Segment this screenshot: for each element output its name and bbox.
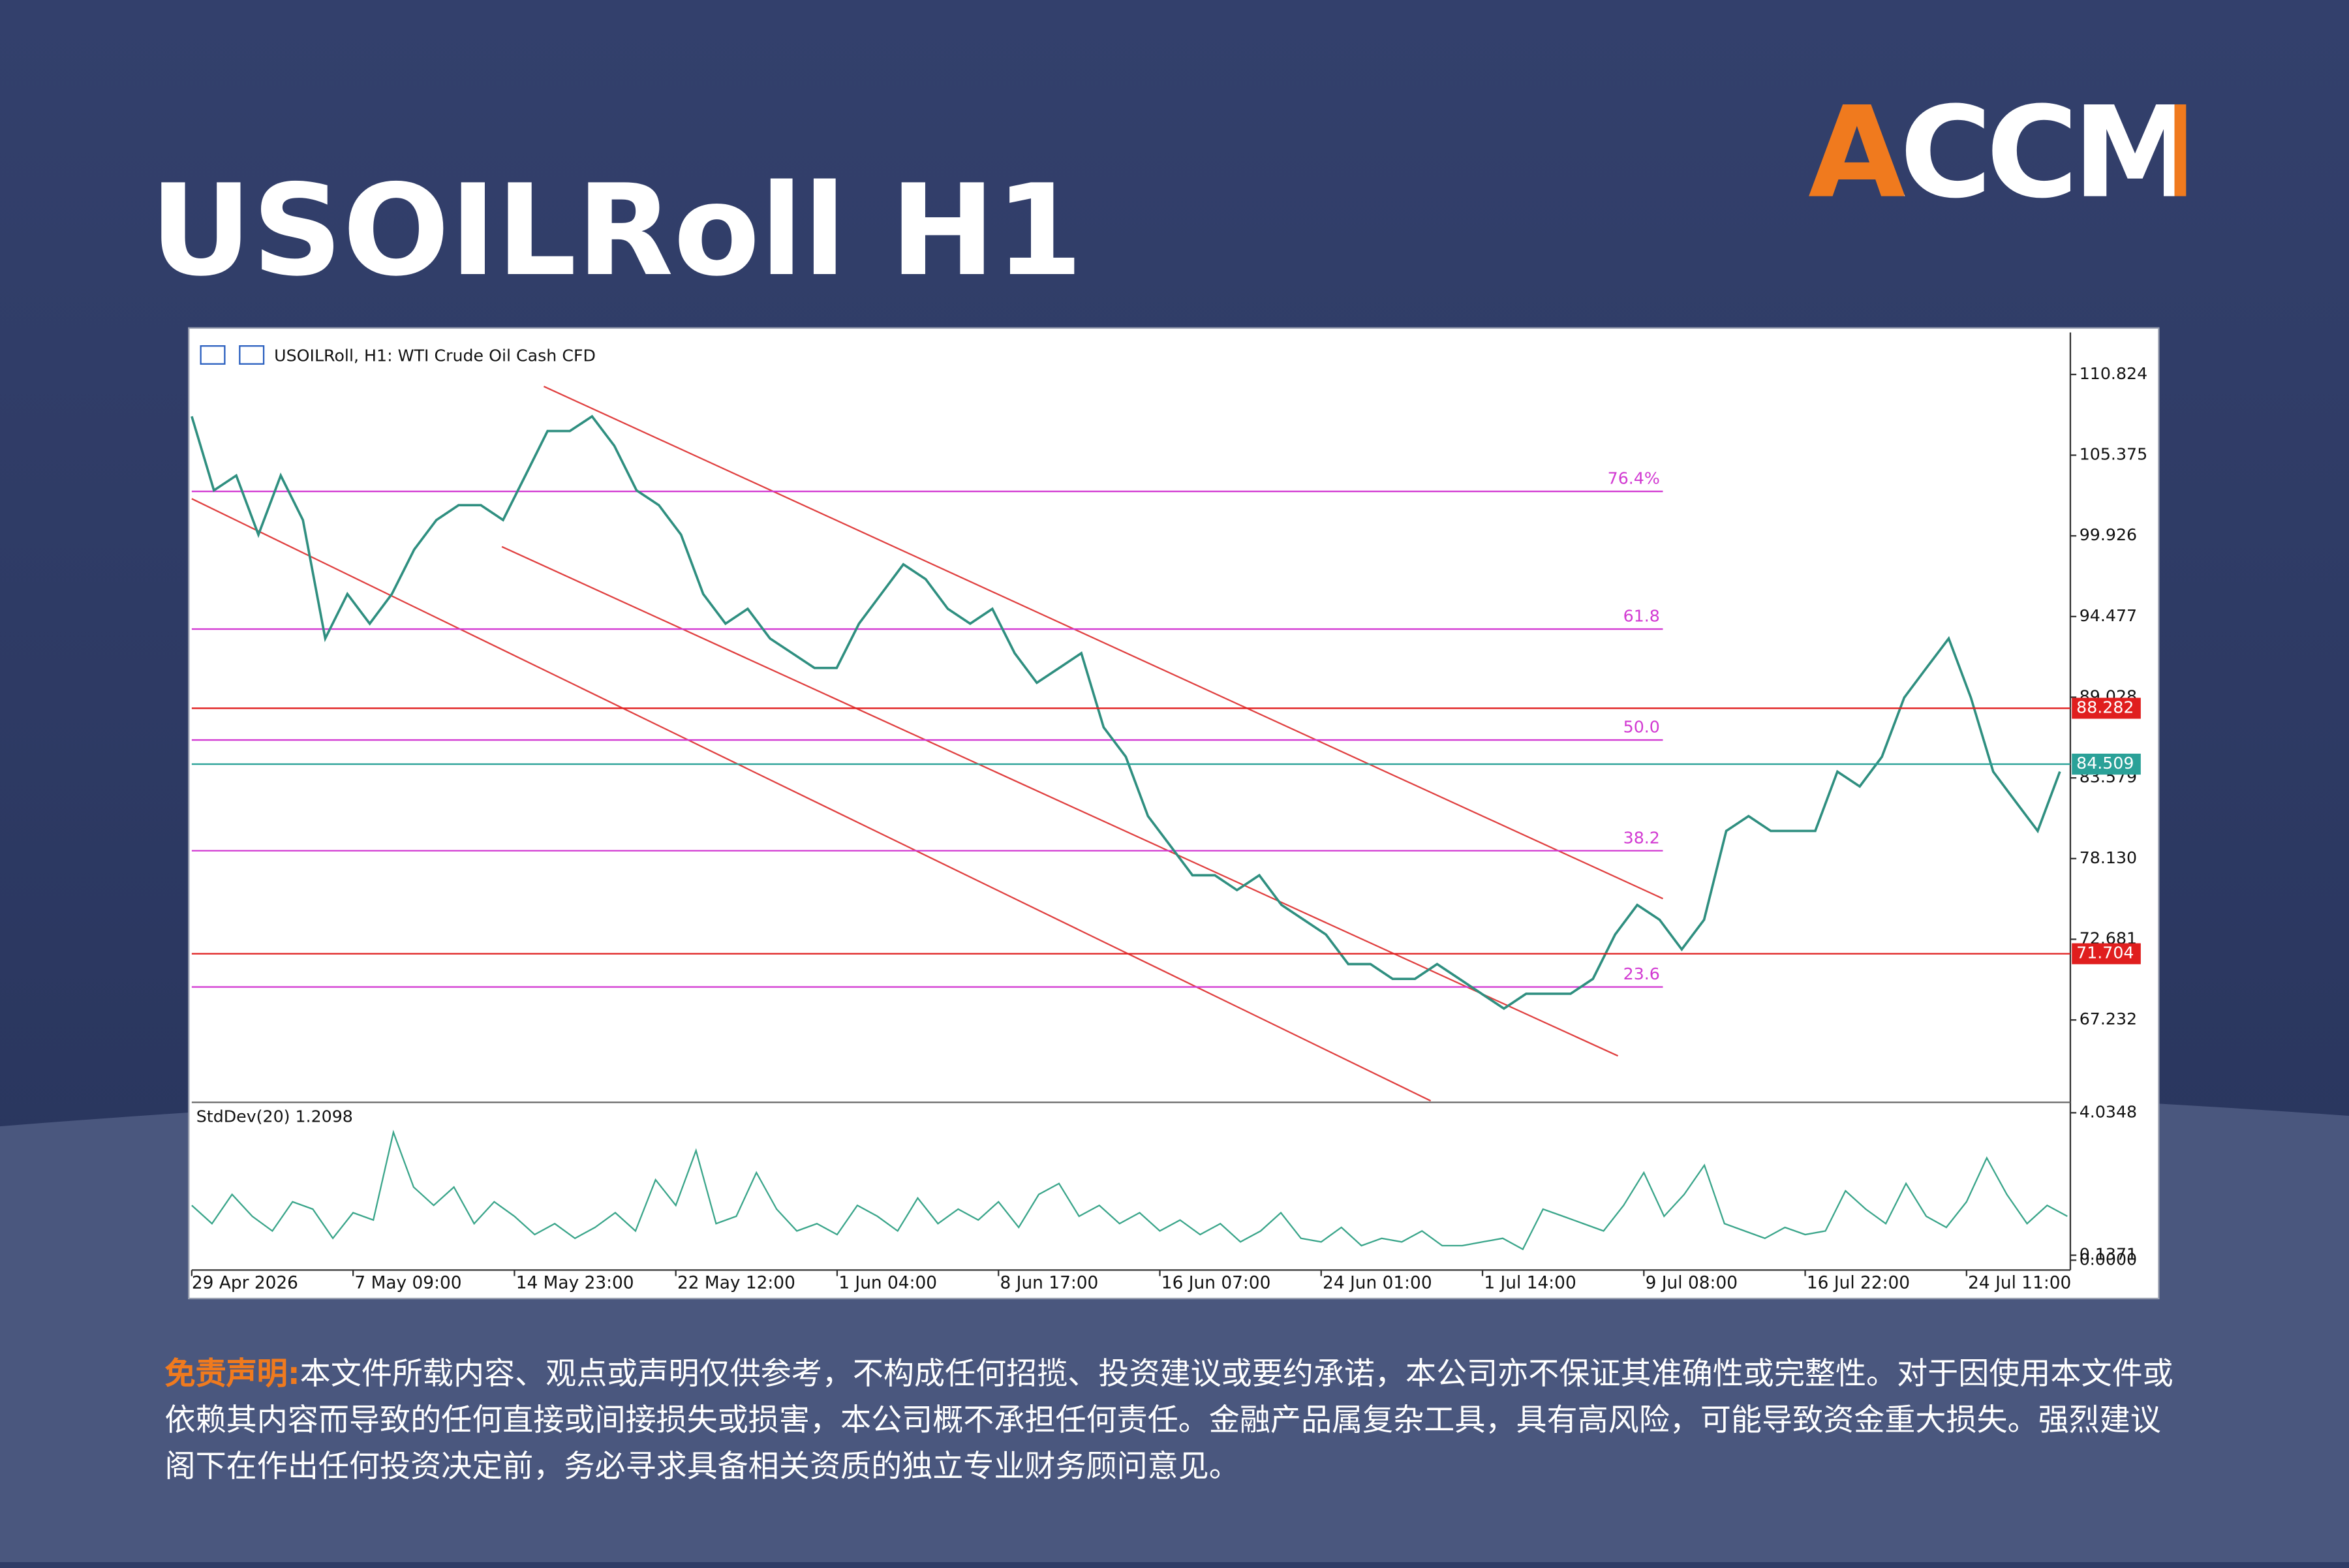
x-tick-label: 8 Jun 17:00 [1000, 1274, 1099, 1293]
price-tag-label: 84.509 [2076, 754, 2134, 773]
fib-label: 38.2 [1623, 828, 1660, 847]
x-tick-label: 22 May 12:00 [677, 1274, 795, 1293]
logo: ACCM [1808, 80, 2198, 226]
price-line [191, 414, 2061, 1010]
chart-icon [200, 345, 226, 365]
channel-line [543, 386, 1663, 900]
stddev-line [191, 1130, 2068, 1251]
x-tick-label: 16 Jun 07:00 [1161, 1274, 1271, 1293]
indicator-tick-label: 0.1371 [2080, 1245, 2137, 1264]
y-tick-label: 67.232 [2080, 1009, 2137, 1028]
indicator-tick-label: 0.0000 [2080, 1250, 2137, 1268]
x-tick-label: 14 May 23:00 [516, 1274, 634, 1293]
fib-label: 76.4% [1608, 469, 1660, 488]
y-tick-label: 78.130 [2080, 848, 2137, 867]
price-tag-label: 88.282 [2076, 698, 2134, 716]
x-tick-label: 16 Jul 22:00 [1807, 1274, 1910, 1293]
fib-label: 50.0 [1623, 718, 1660, 737]
x-tick-label: 7 May 09:00 [354, 1274, 461, 1293]
channel-line [501, 546, 1619, 1057]
channel [191, 386, 1663, 1102]
page-title: USOILRoll H1 [150, 158, 1083, 304]
y-tick-label: 99.926 [2080, 525, 2137, 544]
disclaimer: 免责声明:本文件所载内容、观点或声明仅供参考，不构成任何招揽、投资建议或要约承诺… [165, 1351, 2187, 1490]
price-tag [2072, 698, 2141, 719]
indicator-label: StdDev(20) 1.2098 [196, 1107, 353, 1126]
x-tick-label: 1 Jul 14:00 [1484, 1274, 1576, 1293]
x-tick-label: 24 Jul 11:00 [1968, 1274, 2071, 1293]
chart-panel [188, 327, 2160, 1300]
price-tag [2072, 943, 2141, 964]
chart-icon [239, 345, 265, 365]
disclaimer-label: 免责声明: [164, 1355, 300, 1392]
x-tick-label: 1 Jun 04:00 [838, 1274, 937, 1293]
fib-label: 61.8 [1623, 607, 1660, 626]
fib-label: 23.6 [1623, 964, 1660, 983]
disclaimer-text: 本文件所载内容、观点或声明仅供参考，不构成任何招揽、投资建议或要约承诺，本公司亦… [164, 1355, 2173, 1484]
x-tick-label: 29 Apr 2026 [192, 1274, 298, 1293]
chart-title: USOILRoll, H1: WTI Crude Oil Cash CFD [274, 346, 596, 365]
x-tick-label: 9 Jul 08:00 [1646, 1274, 1738, 1293]
price-tag [2072, 753, 2141, 775]
y-tick-label: 110.824 [2080, 364, 2147, 383]
indicator-tick-label: 4.0348 [2080, 1102, 2137, 1121]
channel-line [191, 498, 1432, 1102]
price-tag-label: 71.704 [2076, 944, 2134, 962]
y-tick-label: 105.375 [2080, 445, 2147, 464]
x-tick-label: 24 Jun 01:00 [1323, 1274, 1432, 1293]
y-tick-label: 94.477 [2080, 606, 2137, 625]
